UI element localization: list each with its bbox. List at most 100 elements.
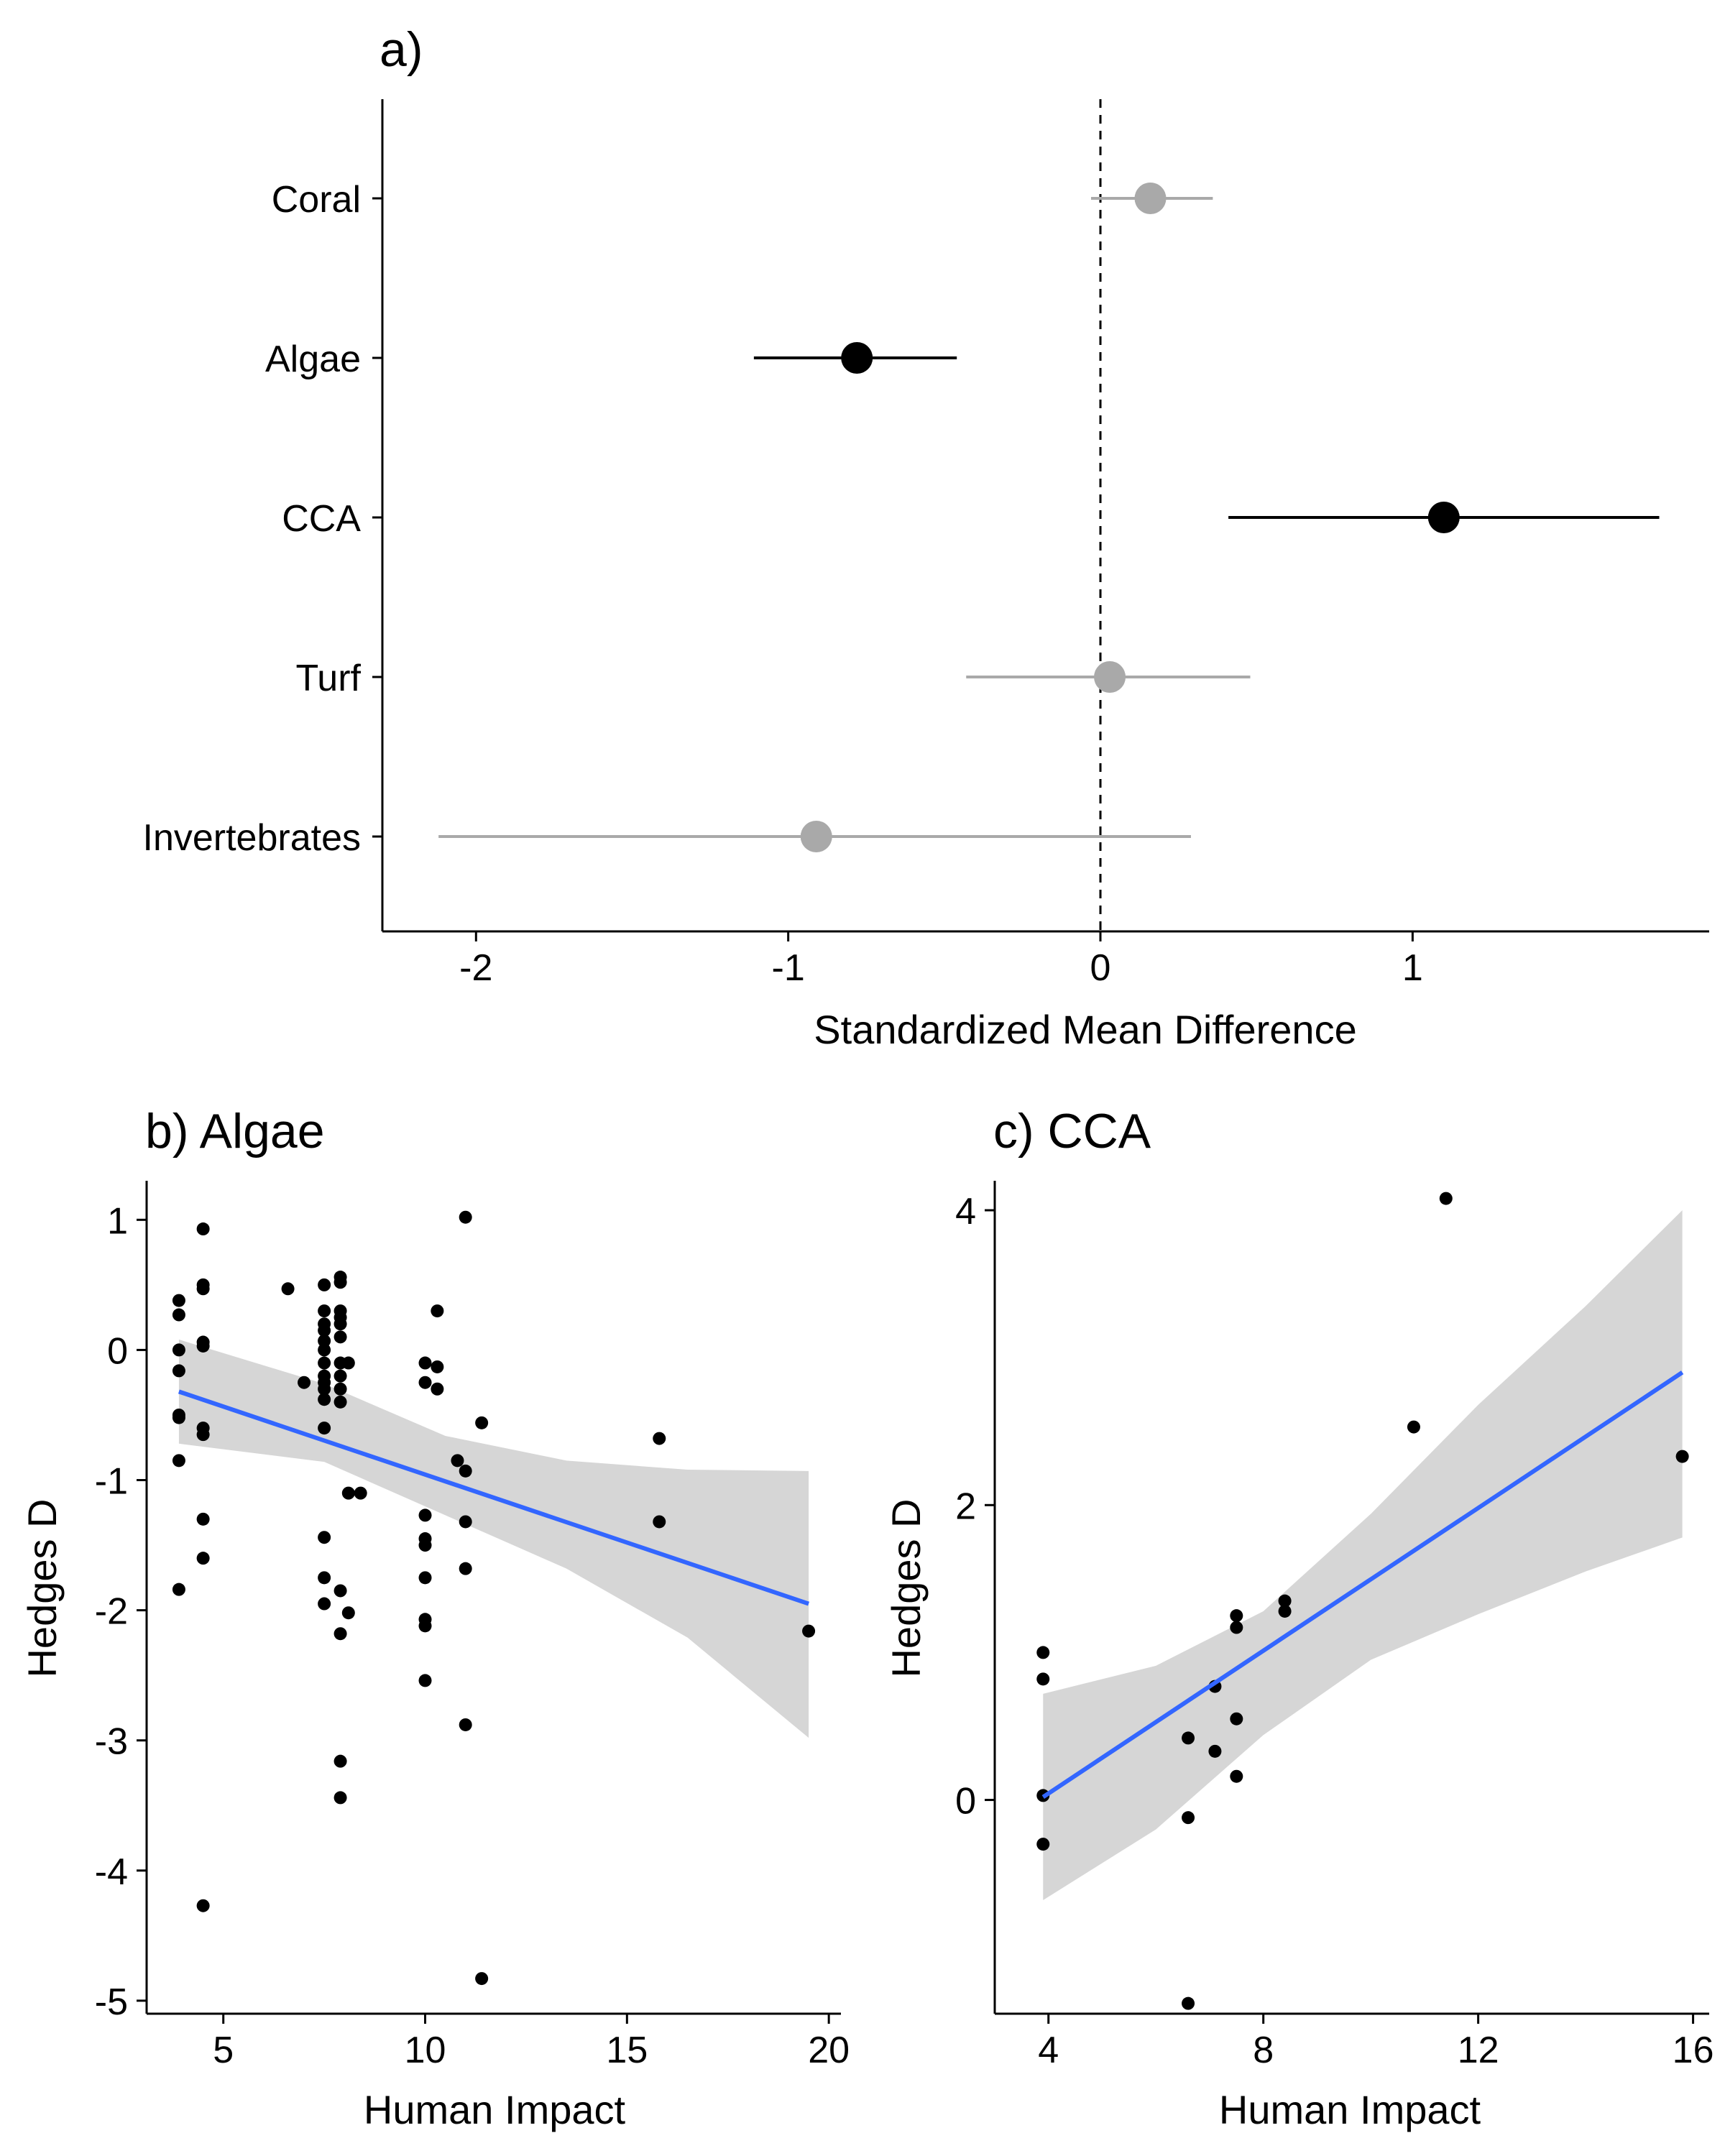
panel-c-y-axis-title: Hedges D [883,1498,929,1677]
panel-c-data-point [1278,1594,1292,1608]
panel-c-regression-line [1041,1370,1684,1799]
panel-b-y-tick-label: -4 [95,1851,128,1893]
panel-a-y-tick-label: Turf [295,658,361,699]
panel-c-title: c) CCA [993,1104,1151,1158]
panel-b-x-axis-title: Human Impact [364,2087,626,2132]
panel-b-data-point [653,1515,666,1529]
panel-c-x-tick-label: 8 [1253,2030,1274,2071]
panel-a-x-tick-label: -1 [772,947,805,989]
panel-b-x-tick-label: 5 [213,2030,234,2071]
panel-b-x-tick-label: 20 [808,2030,850,2071]
panel-b-data-point [653,1432,666,1445]
panel-c-x-tick-label: 16 [1673,2030,1714,2071]
panel-b-data-point [196,1428,210,1442]
panel-a-y-tick-label: Coral [272,179,361,221]
panel-c-marks: 4 8 12 16 4 2 0 [955,1181,1714,2071]
panel-b-data-point [431,1360,444,1373]
panel-b-data-point [196,1282,210,1296]
panel-a-y-tick-label: CCA [282,498,361,540]
panel-b-data-point [459,1210,472,1224]
panel-b-data-point [318,1422,331,1435]
panel-b-data-point [475,1972,489,1986]
panel-b-data-point [334,1754,347,1768]
panel-a-marks: -2 -1 0 1 Coral Algae CCA Turf Invertebrates [143,99,1709,989]
panel-b-confidence-ribbon [178,1339,809,1738]
panel-b-y-axis-title: Hedges D [19,1498,65,1677]
panel-c-y-tick-label: 2 [955,1485,976,1527]
panel-a-estimate-point [841,342,873,374]
panel-b-data-point [196,1899,210,1912]
panel-b-data-point [298,1376,311,1389]
panel-b-title: b) Algae [145,1104,325,1158]
panel-b-data-point [418,1376,432,1389]
panel-c-data-point [1230,1712,1243,1726]
panel-b-data-point [172,1343,185,1357]
panel-b-data-point [318,1597,331,1611]
panel-b-data-point [459,1562,472,1575]
panel-b-data-point [431,1304,444,1318]
panel-c-data-point [1675,1450,1689,1463]
panel-b-data-point [334,1382,347,1396]
panel-b-data-point [341,1356,355,1370]
panel-c-data-point [1182,1811,1195,1825]
panel-b-data-point [802,1624,816,1638]
panel-c-data-point [1278,1604,1292,1618]
panel-b-data-point [334,1317,347,1331]
panel-a-x-axis-title: Standardized Mean Difference [814,1007,1356,1052]
panel-c-data-point [1036,1672,1050,1686]
panel-b-data-point [475,1416,489,1429]
panel-b-data-point [172,1583,185,1596]
panel-b-data-point [341,1486,355,1500]
panel-b-y-tick-label: -1 [95,1461,128,1503]
panel-b-data-point [172,1454,185,1468]
panel-b-data-point [318,1334,331,1348]
panel-b-data-point [334,1395,347,1409]
panel-b-data-point [318,1343,331,1357]
panel-b-data-point [418,1356,432,1370]
panel-a-x-tick-label: 0 [1090,947,1111,989]
panel-c-data-point [1036,1646,1050,1659]
panel-b-data-point [318,1356,331,1370]
panel-b-data-point [172,1411,185,1424]
panel-b-data-point [334,1584,347,1598]
panel-a-estimate-point [1134,183,1167,214]
panel-b-y-tick-label: -5 [95,1981,128,2023]
panel-b-regression-line [178,1389,810,1606]
panel-c-x-tick-label: 4 [1038,2030,1059,2071]
panel-c-x-axis-title: Human Impact [1219,2087,1481,2132]
panel-b-data-point [354,1486,367,1500]
panel-c-data-point [1439,1192,1453,1205]
panel-a-x-tick-label: -2 [459,947,492,989]
panel-b-data-point [196,1512,210,1526]
panel-b-data-point [334,1330,347,1344]
panel-b-data-point [334,1369,347,1383]
panel-a-estimate-point [1427,502,1460,533]
panel-b-y-tick-label: -2 [95,1591,128,1633]
panel-b-data-point [459,1718,472,1731]
panel-b-data-point [196,1552,210,1565]
panel-b-data-point [318,1382,331,1396]
panel-c-data-point [1407,1420,1420,1434]
panel-b-data-point [334,1276,347,1289]
panel-b-data-point [318,1571,331,1585]
panel-b-x-tick-label: 15 [606,2030,648,2071]
panel-a-y-tick-label: Invertebrates [143,817,362,859]
panel-b-y-tick-label: 0 [107,1330,128,1372]
panel-c-data-point [1182,1731,1195,1745]
panel-b-data-point [334,1791,347,1805]
panel-c-data-point [1230,1621,1243,1634]
panel-c-data-point [1230,1609,1243,1623]
panel-c-x-tick-label: 12 [1458,2030,1499,2071]
panel-b-data-point [451,1454,464,1468]
panel-b-data-point [341,1606,355,1620]
panel-c-data-point [1182,1996,1195,2010]
panel-a-title: a) [380,22,423,77]
panel-b-data-point [318,1304,331,1318]
panel-c-confidence-ribbon [1043,1210,1683,1901]
panel-c-cca-scatter: c) CCA 4 8 12 16 4 2 0 Human Impact Hedges D [883,1104,1714,2132]
panel-c-data-point [1230,1769,1243,1783]
panel-c-y-tick-label: 0 [955,1781,976,1823]
panel-a-estimate-point [800,821,832,852]
